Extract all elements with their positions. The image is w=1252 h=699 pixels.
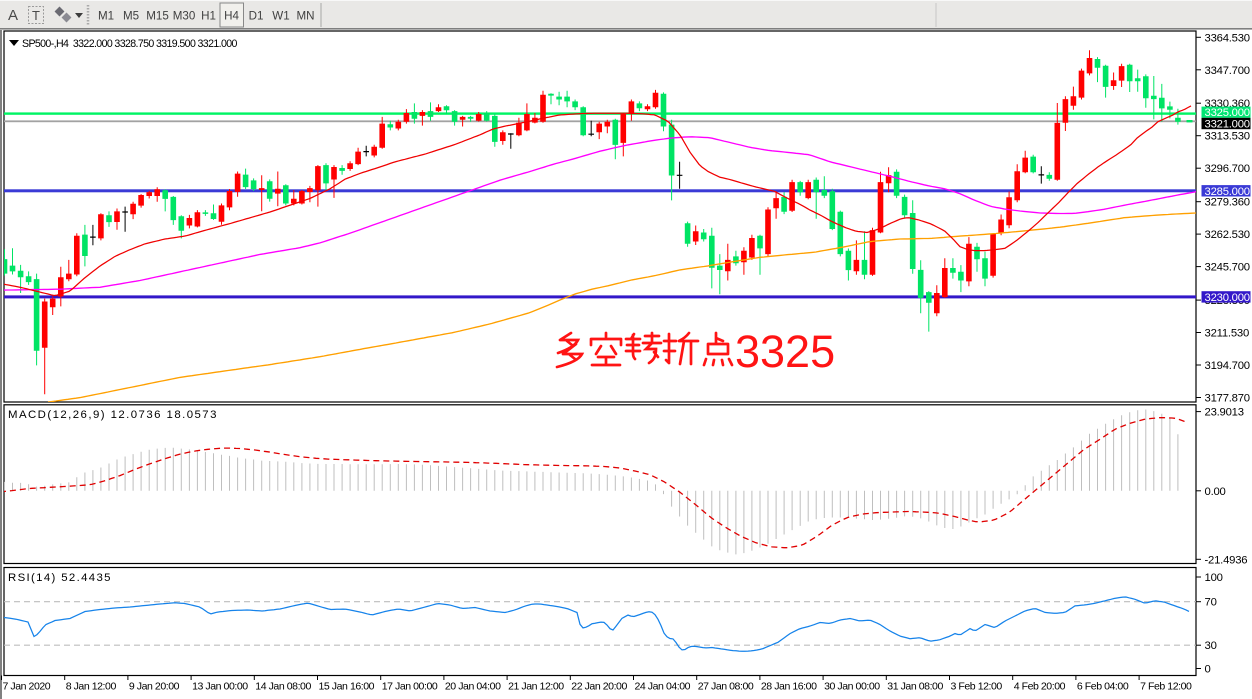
svg-text:0.00: 0.00 bbox=[1205, 486, 1226, 498]
svg-text:-21.4936: -21.4936 bbox=[1205, 554, 1248, 566]
svg-text:23.9013: 23.9013 bbox=[1205, 407, 1244, 419]
svg-text:70: 70 bbox=[1205, 597, 1217, 609]
svg-text:28 Jan 16:00: 28 Jan 16:00 bbox=[761, 681, 817, 693]
svg-text:3 Feb 12:00: 3 Feb 12:00 bbox=[951, 681, 1003, 693]
svg-text:SP500-,H4 3322.000 3328.750 3: SP500-,H4 3322.000 3328.750 3319.500 332… bbox=[22, 38, 237, 50]
svg-text:4 Feb 20:00: 4 Feb 20:00 bbox=[1014, 681, 1066, 693]
svg-text:27 Jan 08:00: 27 Jan 08:00 bbox=[698, 681, 754, 693]
svg-text:0: 0 bbox=[1205, 664, 1211, 676]
svg-text:H1: H1 bbox=[201, 10, 216, 23]
svg-text:30 Jan 00:00: 30 Jan 00:00 bbox=[824, 681, 880, 693]
svg-text:24 Jan 04:00: 24 Jan 04:00 bbox=[635, 681, 691, 693]
svg-text:3347.700: 3347.700 bbox=[1205, 65, 1250, 77]
svg-text:3177.870: 3177.870 bbox=[1205, 393, 1250, 405]
svg-text:9 Jan 20:00: 9 Jan 20:00 bbox=[129, 681, 180, 693]
svg-text:15 Jan 16:00: 15 Jan 16:00 bbox=[319, 681, 375, 693]
svg-text:3194.700: 3194.700 bbox=[1205, 360, 1250, 372]
svg-text:3262.530: 3262.530 bbox=[1205, 229, 1250, 241]
svg-text:3279.360: 3279.360 bbox=[1205, 197, 1250, 209]
svg-text:A: A bbox=[8, 7, 18, 24]
svg-text:14 Jan 08:00: 14 Jan 08:00 bbox=[255, 681, 311, 693]
svg-text:22 Jan 20:00: 22 Jan 20:00 bbox=[571, 681, 627, 693]
svg-text:13 Jan 00:00: 13 Jan 00:00 bbox=[192, 681, 248, 693]
svg-text:30: 30 bbox=[1205, 640, 1217, 652]
svg-text:M15: M15 bbox=[146, 10, 169, 23]
svg-text:3296.700: 3296.700 bbox=[1205, 163, 1250, 175]
svg-text:W1: W1 bbox=[272, 10, 289, 23]
svg-text:3211.530: 3211.530 bbox=[1205, 328, 1250, 340]
svg-text:T: T bbox=[32, 8, 40, 23]
svg-text:3285.000: 3285.000 bbox=[1205, 186, 1250, 198]
svg-text:3245.700: 3245.700 bbox=[1205, 262, 1250, 274]
svg-text:8 Jan 12:00: 8 Jan 12:00 bbox=[66, 681, 117, 693]
svg-text:31 Jan 08:00: 31 Jan 08:00 bbox=[887, 681, 943, 693]
svg-text:3325.000: 3325.000 bbox=[1205, 107, 1250, 119]
svg-text:3321.000: 3321.000 bbox=[1205, 119, 1250, 131]
svg-text:3230.000: 3230.000 bbox=[1205, 292, 1250, 304]
svg-text:H4: H4 bbox=[224, 10, 239, 23]
svg-text:7 Jan 2020: 7 Jan 2020 bbox=[3, 681, 51, 693]
svg-text:3364.530: 3364.530 bbox=[1205, 32, 1250, 44]
svg-text:20 Jan 04:00: 20 Jan 04:00 bbox=[445, 681, 501, 693]
svg-text:17 Jan 00:00: 17 Jan 00:00 bbox=[382, 681, 438, 693]
svg-text:RSI(14) 52.4435: RSI(14) 52.4435 bbox=[8, 572, 112, 584]
svg-text:3313.530: 3313.530 bbox=[1205, 131, 1250, 143]
svg-text:D1: D1 bbox=[249, 10, 264, 23]
svg-text:M1: M1 bbox=[98, 10, 114, 23]
svg-text:3325: 3325 bbox=[735, 326, 835, 377]
svg-text:7 Feb 12:00: 7 Feb 12:00 bbox=[1140, 681, 1192, 693]
svg-text:MACD(12,26,9) 12.0736 18.0573: MACD(12,26,9) 12.0736 18.0573 bbox=[8, 409, 218, 421]
svg-text:MN: MN bbox=[296, 10, 314, 23]
svg-text:21 Jan 12:00: 21 Jan 12:00 bbox=[508, 681, 564, 693]
svg-text:M30: M30 bbox=[173, 10, 196, 23]
svg-text:100: 100 bbox=[1205, 572, 1223, 584]
svg-text:M5: M5 bbox=[123, 10, 139, 23]
svg-text:6 Feb 04:00: 6 Feb 04:00 bbox=[1077, 681, 1129, 693]
